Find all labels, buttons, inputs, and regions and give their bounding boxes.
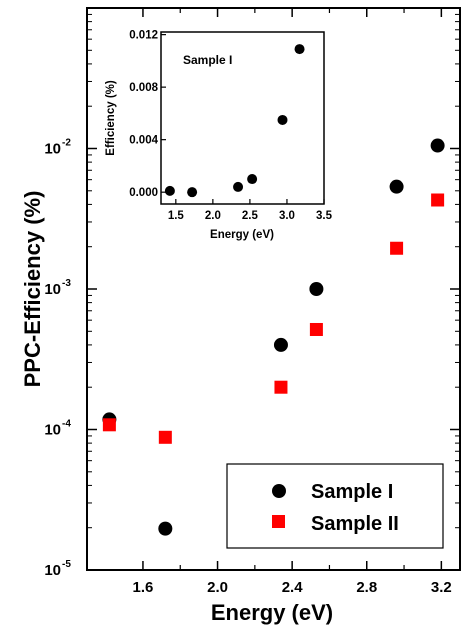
legend-label-sample-ii: Sample II <box>311 513 399 535</box>
main-y-tick-label: 10 <box>44 562 61 579</box>
inset-x-tick-label: 2.0 <box>205 210 221 222</box>
inset-point <box>295 44 305 54</box>
legend-marker-sample-i <box>272 484 286 498</box>
inset-chart: 1.5 2.0 2.5 3.0 3.5 0.000 0.004 0.008 0.012 Sam… <box>105 30 333 241</box>
inset-x-tick-label: 3.5 <box>316 210 333 222</box>
main-y-axis-title: PPC-Efficiency (%) <box>20 191 45 388</box>
inset-point <box>187 187 197 197</box>
main-x-tick-label: 3.2 <box>431 579 452 596</box>
inset-point <box>233 182 243 192</box>
main-y-tick-label: 10 <box>44 422 61 439</box>
inset-x-tick-label: 1.5 <box>168 210 185 222</box>
main-point-sample-ii <box>274 381 287 394</box>
legend-label-sample-i: Sample I <box>311 481 393 503</box>
inset-point <box>247 174 257 184</box>
main-y-tick-label: 10 <box>44 141 61 158</box>
legend-marker-sample-ii <box>272 515 285 528</box>
main-x-tick-label: 1.6 <box>133 579 154 596</box>
main-point-sample-i <box>158 522 172 536</box>
main-y-tick-exponent: -3 <box>62 278 71 289</box>
inset-y-tick-label: 0.000 <box>129 187 158 199</box>
main-x-axis-title: Energy (eV) <box>211 600 333 625</box>
main-point-sample-ii <box>431 193 444 206</box>
main-point-sample-i <box>390 180 404 194</box>
main-point-sample-ii <box>103 418 116 431</box>
inset-y-tick-label: 0.004 <box>129 135 158 147</box>
inset-x-tick-label: 2.5 <box>242 210 259 222</box>
inset-x-tick-label: 3.0 <box>279 210 295 222</box>
main-y-tick-exponent: -2 <box>62 138 71 149</box>
legend: Sample I Sample II <box>227 464 443 548</box>
main-point-sample-i <box>274 338 288 352</box>
main-point-sample-ii <box>310 323 323 336</box>
main-x-tick-label: 2.4 <box>282 579 304 596</box>
inset-point <box>278 115 288 125</box>
inset-y-tick-label: 0.008 <box>129 82 158 94</box>
legend-box <box>227 464 443 548</box>
inset-title: Sample I <box>183 53 232 67</box>
inset-point <box>165 186 175 196</box>
main-x-tick-label: 2.8 <box>356 579 377 596</box>
main-y-tick-exponent: -5 <box>62 559 71 570</box>
main-y-tick-label: 10 <box>44 281 61 298</box>
main-point-sample-i <box>431 139 445 153</box>
main-point-sample-i <box>309 282 323 296</box>
main-y-tick-exponent: -4 <box>62 419 71 430</box>
main-point-sample-ii <box>390 242 403 255</box>
inset-y-tick-label: 0.012 <box>129 30 158 42</box>
inset-y-axis-title: Efficiency (%) <box>105 80 117 156</box>
main-point-sample-ii <box>159 431 172 444</box>
main-x-tick-label: 2.0 <box>207 579 228 596</box>
inset-x-axis-title: Energy (eV) <box>210 229 274 241</box>
